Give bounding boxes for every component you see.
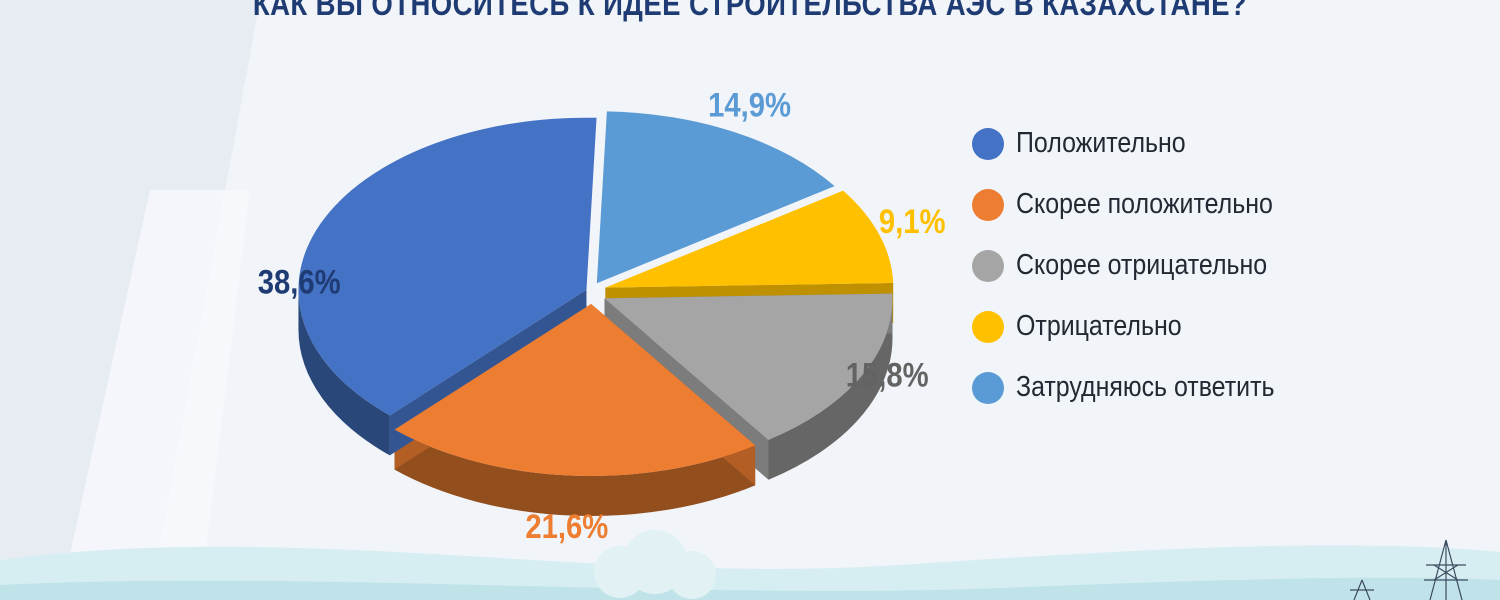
legend-item-negative: Отрицательно: [972, 310, 1317, 343]
legend-item-rather-positive: Скорее положительно: [972, 188, 1317, 221]
pie-slice: [298, 117, 597, 416]
percent-label: 9,1%: [879, 202, 946, 241]
legend-marker: [972, 249, 1004, 282]
pie-slice: [394, 303, 756, 476]
legend-marker: [972, 188, 1004, 221]
legend-marker: [972, 127, 1004, 160]
legend-item-positive: Положительно: [972, 127, 1317, 160]
legend-label: Затрудняюсь ответить: [1016, 371, 1275, 403]
legend-label: Отрицательно: [1016, 310, 1182, 342]
legend-label: Положительно: [1016, 127, 1186, 159]
legend-label: Скорее отрицательно: [1016, 249, 1268, 281]
chart-title: КАК ВЫ ОТНОСИТЕСЬ К ИДЕЕ СТРОИТЕЛЬСТВА А…: [252, 0, 1248, 22]
percent-label: 14,9%: [708, 85, 791, 124]
pie-slice: [596, 111, 835, 284]
pie-top-layer: [298, 111, 894, 476]
percent-label: 15,8%: [846, 356, 929, 395]
pie-slice: [604, 293, 893, 440]
percent-label: 38,6%: [258, 262, 341, 301]
pie-slice-side: [298, 289, 390, 456]
pie-slice: [605, 190, 894, 288]
legend-marker: [972, 371, 1004, 404]
legend-marker: [972, 310, 1004, 343]
legend-label: Скорее положительно: [1016, 188, 1273, 220]
percent-label: 21,6%: [525, 507, 608, 546]
legend-item-rather-negative: Скорее отрицательно: [972, 249, 1317, 282]
pie-slice-side: [394, 429, 756, 516]
chart-legend: Положительно Скорее положительно Скорее …: [972, 127, 1317, 433]
pie-slice-side: [768, 298, 893, 480]
power-tower-icon: [1350, 539, 1468, 600]
legend-item-hard-to-say: Затрудняюсь ответить: [972, 371, 1317, 404]
